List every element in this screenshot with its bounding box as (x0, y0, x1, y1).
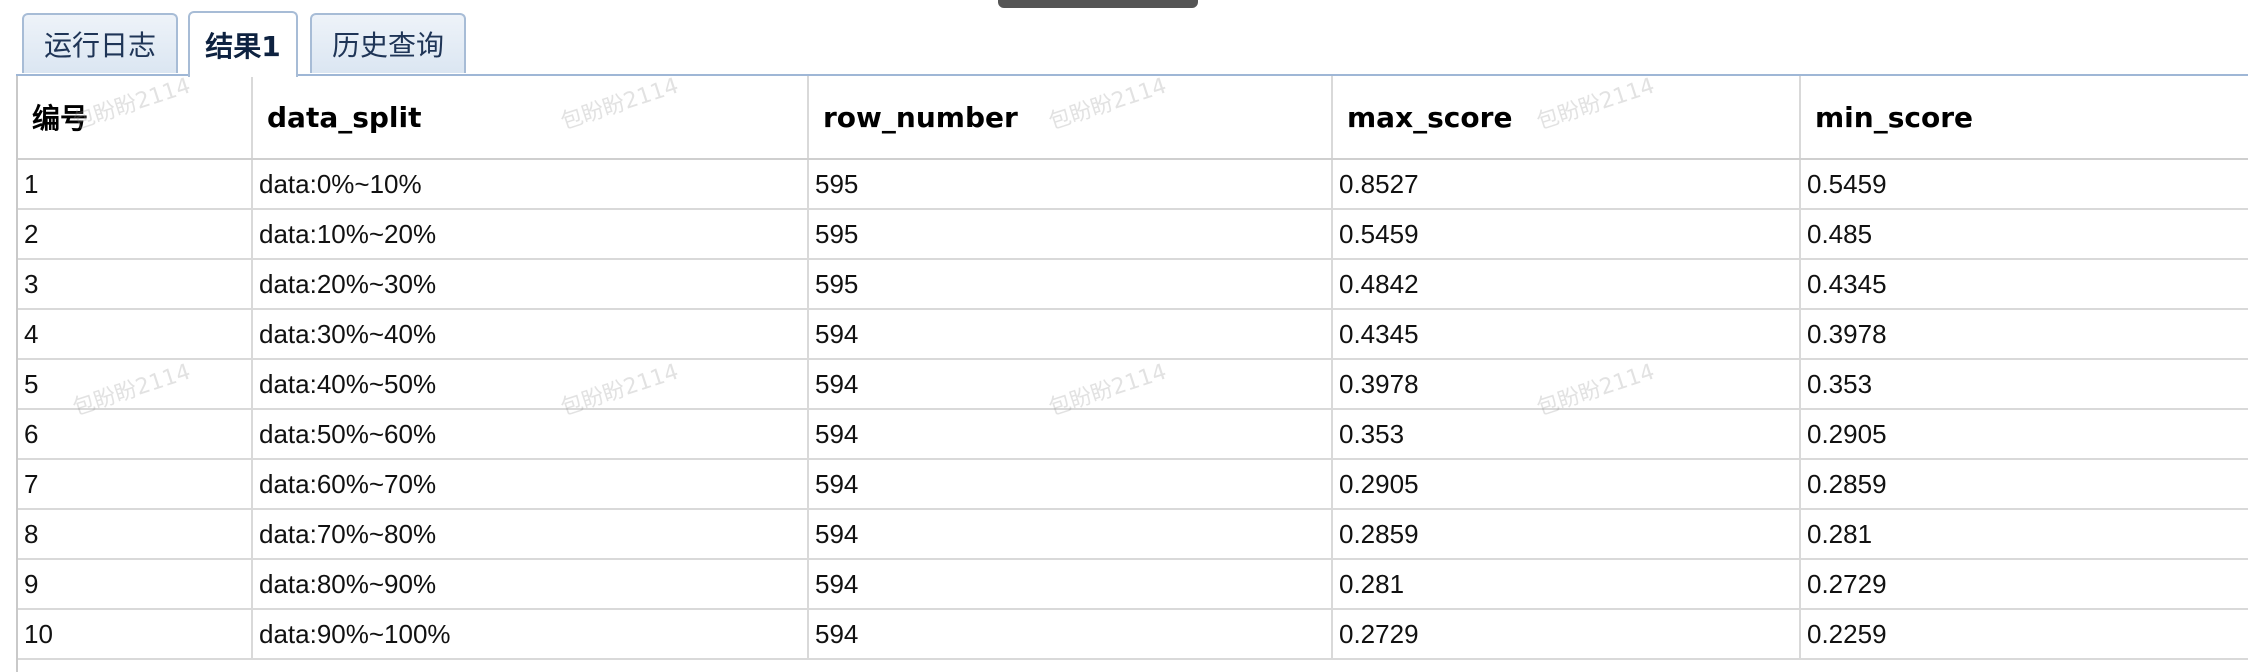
cell-id: 4 (18, 309, 253, 360)
column-header-max-score[interactable]: max_score (1332, 76, 1801, 160)
tab-bar: 运行日志 结果1 历史查询 (0, 0, 2248, 77)
cell-min-score: 0.281 (1800, 509, 2248, 560)
resize-handle[interactable] (998, 0, 1198, 8)
cell-data-split: data:70%~80% (252, 509, 809, 560)
table-row[interactable]: 1 data:0%~10% 595 0.8527 0.5459 (18, 159, 2248, 210)
table-body: 1 data:0%~10% 595 0.8527 0.5459 2 data:10%~20%… (18, 159, 2248, 660)
cell-min-score: 0.4345 (1800, 259, 2248, 310)
cell-max-score: 0.2729 (1332, 609, 1801, 660)
column-header-min-score[interactable]: min_score (1800, 76, 2248, 160)
table-row[interactable]: 10 data:90%~100% 594 0.2729 0.2259 (18, 609, 2248, 660)
table-row[interactable]: 9 data:80%~90% 594 0.281 0.2729 (18, 559, 2248, 610)
cell-id: 3 (18, 259, 253, 310)
table-row[interactable]: 6 data:50%~60% 594 0.353 0.2905 (18, 409, 2248, 460)
table-row[interactable]: 2 data:10%~20% 595 0.5459 0.485 (18, 209, 2248, 260)
column-header-id[interactable]: 编号 (18, 76, 253, 160)
column-header-row-number[interactable]: row_number (808, 76, 1333, 160)
tab-run-log[interactable]: 运行日志 (22, 13, 178, 73)
cell-row-number: 594 (808, 359, 1333, 410)
cell-max-score: 0.2859 (1332, 509, 1801, 560)
cell-id: 7 (18, 459, 253, 510)
cell-row-number: 594 (808, 309, 1333, 360)
tab-run-log-label: 运行日志 (43, 29, 156, 62)
cell-min-score: 0.3978 (1800, 309, 2248, 360)
table-row[interactable]: 4 data:30%~40% 594 0.4345 0.3978 (18, 309, 2248, 360)
cell-max-score: 0.281 (1332, 559, 1801, 610)
cell-id: 1 (18, 159, 253, 210)
cell-min-score: 0.2859 (1800, 459, 2248, 510)
tab-history-query-label: 历史查询 (331, 29, 444, 62)
cell-data-split: data:60%~70% (252, 459, 809, 510)
cell-min-score: 0.485 (1800, 209, 2248, 260)
cell-row-number: 594 (808, 609, 1333, 660)
cell-data-split: data:20%~30% (252, 259, 809, 310)
cell-min-score: 0.2259 (1800, 609, 2248, 660)
cell-data-split: data:10%~20% (252, 209, 809, 260)
cell-row-number: 595 (808, 159, 1333, 210)
cell-data-split: data:90%~100% (252, 609, 809, 660)
cell-row-number: 595 (808, 209, 1333, 260)
table-row[interactable]: 7 data:60%~70% 594 0.2905 0.2859 (18, 459, 2248, 510)
cell-id: 9 (18, 559, 253, 610)
cell-max-score: 0.5459 (1332, 209, 1801, 260)
tab-result-1[interactable]: 结果1 (188, 11, 298, 77)
table-header-row: 编号 data_split row_number max_score min_s… (18, 76, 2248, 160)
tab-divider (16, 74, 2248, 76)
cell-id: 10 (18, 609, 253, 660)
cell-max-score: 0.353 (1332, 409, 1801, 460)
cell-id: 6 (18, 409, 253, 460)
cell-row-number: 594 (808, 509, 1333, 560)
cell-max-score: 0.4345 (1332, 309, 1801, 360)
cell-id: 2 (18, 209, 253, 260)
cell-min-score: 0.2729 (1800, 559, 2248, 610)
tab-result-1-label: 结果1 (205, 30, 281, 63)
cell-row-number: 594 (808, 409, 1333, 460)
table-row[interactable]: 8 data:70%~80% 594 0.2859 0.281 (18, 509, 2248, 560)
cell-min-score: 0.5459 (1800, 159, 2248, 210)
table-row[interactable]: 3 data:20%~30% 595 0.4842 0.4345 (18, 259, 2248, 310)
result-table-container[interactable]: 编号 data_split row_number max_score min_s… (16, 76, 2248, 672)
column-header-data-split[interactable]: data_split (252, 76, 809, 160)
cell-data-split: data:0%~10% (252, 159, 809, 210)
cell-data-split: data:30%~40% (252, 309, 809, 360)
table-row[interactable]: 5 data:40%~50% 594 0.3978 0.353 (18, 359, 2248, 410)
cell-data-split: data:40%~50% (252, 359, 809, 410)
result-table: 编号 data_split row_number max_score min_s… (18, 76, 2248, 660)
cell-max-score: 0.2905 (1332, 459, 1801, 510)
cell-row-number: 595 (808, 259, 1333, 310)
cell-max-score: 0.8527 (1332, 159, 1801, 210)
cell-max-score: 0.3978 (1332, 359, 1801, 410)
cell-row-number: 594 (808, 559, 1333, 610)
cell-id: 8 (18, 509, 253, 560)
cell-row-number: 594 (808, 459, 1333, 510)
tab-history-query[interactable]: 历史查询 (310, 13, 466, 73)
cell-min-score: 0.353 (1800, 359, 2248, 410)
cell-min-score: 0.2905 (1800, 409, 2248, 460)
cell-data-split: data:80%~90% (252, 559, 809, 610)
cell-max-score: 0.4842 (1332, 259, 1801, 310)
cell-data-split: data:50%~60% (252, 409, 809, 460)
cell-id: 5 (18, 359, 253, 410)
